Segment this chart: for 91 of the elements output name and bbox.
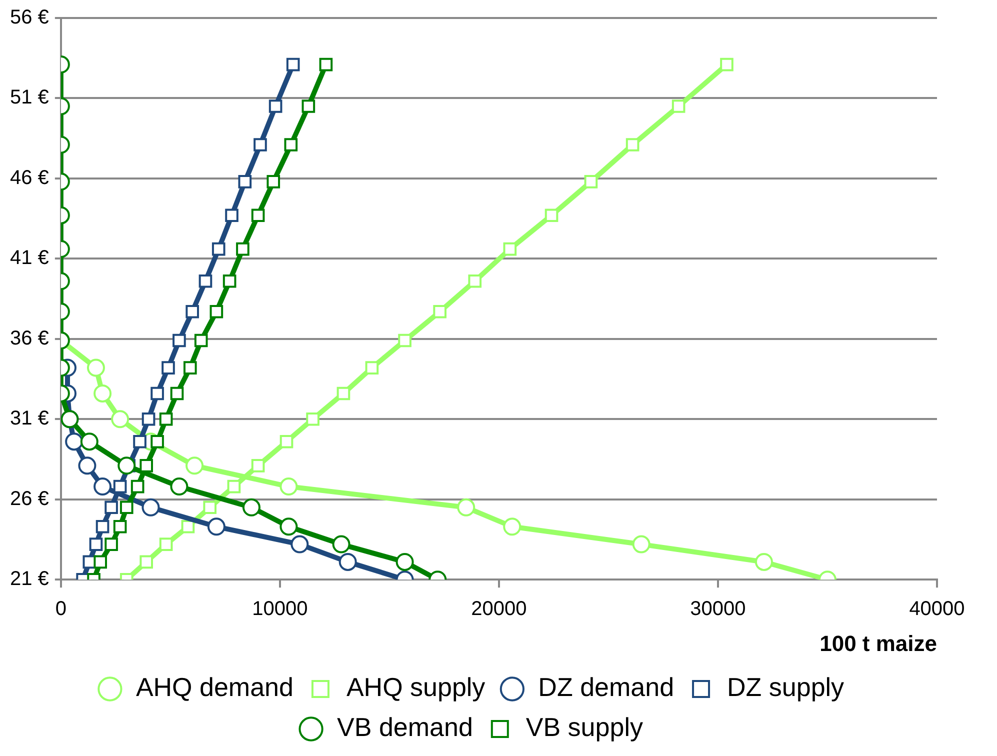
point bbox=[227, 480, 241, 494]
point bbox=[468, 274, 482, 288]
legend-label: VB demand bbox=[337, 712, 473, 742]
point bbox=[280, 478, 298, 496]
point bbox=[104, 500, 118, 514]
point bbox=[212, 242, 226, 256]
y-tick-label: 41 € bbox=[10, 247, 49, 270]
point bbox=[236, 242, 250, 256]
point bbox=[268, 100, 282, 113]
y-tick-label: 31 € bbox=[10, 408, 49, 430]
point bbox=[754, 552, 773, 571]
point bbox=[94, 478, 112, 496]
y-tick-label: 36 € bbox=[10, 327, 49, 350]
point bbox=[266, 175, 280, 188]
x-tick-label: 40000 bbox=[909, 598, 965, 620]
legend-label: DZ supply bbox=[727, 672, 844, 702]
point bbox=[140, 459, 153, 472]
point bbox=[183, 361, 197, 374]
point bbox=[186, 304, 199, 318]
y-tick-label: 46 € bbox=[10, 166, 49, 189]
point bbox=[113, 520, 127, 534]
point bbox=[133, 434, 146, 448]
point bbox=[150, 386, 164, 400]
point bbox=[544, 208, 558, 222]
x-tick-label: 20000 bbox=[471, 598, 527, 620]
point bbox=[86, 358, 105, 377]
point bbox=[186, 456, 204, 475]
point bbox=[159, 538, 173, 551]
point bbox=[286, 58, 300, 72]
point bbox=[433, 304, 446, 318]
point bbox=[203, 500, 217, 514]
x-tick-label: 30000 bbox=[690, 598, 746, 620]
point bbox=[89, 538, 103, 551]
y-tick-label: 26 € bbox=[10, 488, 49, 510]
point bbox=[222, 274, 236, 288]
point bbox=[338, 552, 357, 571]
point bbox=[632, 535, 650, 554]
point bbox=[503, 242, 517, 256]
point bbox=[251, 459, 265, 472]
point bbox=[336, 386, 350, 400]
point bbox=[290, 535, 309, 554]
point bbox=[142, 498, 160, 516]
point bbox=[207, 518, 226, 536]
point bbox=[238, 175, 252, 188]
legend-label: VB supply bbox=[526, 712, 643, 742]
point bbox=[319, 58, 333, 72]
point bbox=[104, 538, 118, 551]
legend-label: DZ demand bbox=[538, 672, 674, 702]
x-axis-title: 100 t maize bbox=[820, 630, 937, 656]
x-tick-label: 10000 bbox=[252, 598, 308, 620]
point bbox=[280, 434, 294, 448]
point bbox=[170, 386, 184, 400]
point bbox=[172, 334, 186, 348]
point bbox=[457, 498, 476, 516]
point bbox=[140, 555, 153, 569]
point bbox=[96, 520, 110, 534]
point bbox=[302, 100, 316, 113]
point bbox=[503, 518, 522, 536]
point bbox=[113, 480, 127, 494]
point bbox=[306, 412, 320, 426]
point bbox=[254, 138, 267, 152]
point bbox=[142, 412, 156, 426]
y-tick-label: 51 € bbox=[10, 86, 49, 109]
legend-label: AHQ demand bbox=[136, 672, 294, 702]
point bbox=[94, 555, 108, 569]
point bbox=[181, 520, 195, 534]
point bbox=[120, 500, 134, 514]
point bbox=[78, 456, 96, 475]
point bbox=[198, 274, 212, 288]
y-tick-label: 21 € bbox=[10, 568, 49, 590]
point bbox=[626, 138, 640, 152]
x-tick-label: 0 bbox=[55, 598, 66, 620]
y-tick-label: 56 € bbox=[10, 6, 49, 29]
legend-label: AHQ supply bbox=[346, 672, 486, 702]
point bbox=[130, 480, 144, 494]
point bbox=[210, 304, 224, 318]
point bbox=[94, 384, 112, 402]
point bbox=[150, 434, 164, 448]
point bbox=[111, 410, 130, 428]
point bbox=[65, 432, 84, 451]
point bbox=[194, 334, 208, 348]
point bbox=[584, 175, 598, 188]
point bbox=[162, 361, 175, 374]
point bbox=[284, 138, 298, 152]
point bbox=[159, 412, 173, 426]
point bbox=[251, 208, 265, 222]
point bbox=[365, 361, 379, 374]
point bbox=[720, 58, 734, 72]
point bbox=[398, 334, 412, 348]
point bbox=[225, 208, 238, 222]
point bbox=[672, 100, 686, 113]
